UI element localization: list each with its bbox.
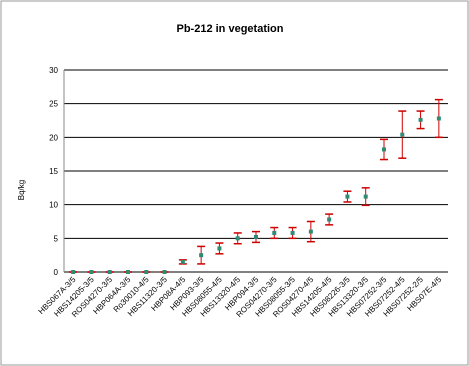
point xyxy=(235,236,240,241)
y-tick-label: 5 xyxy=(54,234,59,243)
point xyxy=(199,253,204,258)
point xyxy=(89,270,94,274)
point xyxy=(126,270,130,274)
y-tick-label: 0 xyxy=(54,268,59,277)
y-tick-label: 20 xyxy=(49,133,58,142)
point xyxy=(308,229,313,234)
point xyxy=(400,132,405,137)
point xyxy=(107,270,112,274)
chart-title: Pb-212 in vegetation xyxy=(177,23,284,35)
y-tick-label: 25 xyxy=(49,100,58,109)
y-tick-label: 10 xyxy=(49,201,58,210)
point xyxy=(290,230,295,235)
point xyxy=(436,116,441,121)
point xyxy=(144,270,149,274)
point xyxy=(162,270,167,274)
point xyxy=(418,117,423,122)
point xyxy=(327,217,332,222)
point xyxy=(180,259,185,264)
y-tick-label: 15 xyxy=(49,167,58,176)
point xyxy=(71,270,76,274)
y-axis-label: Bq/kg xyxy=(17,180,26,200)
point xyxy=(217,246,222,251)
point xyxy=(254,234,258,239)
point xyxy=(345,194,350,199)
point xyxy=(363,194,368,199)
point xyxy=(272,230,277,235)
y-tick-label: 30 xyxy=(49,66,58,75)
point xyxy=(382,147,386,152)
